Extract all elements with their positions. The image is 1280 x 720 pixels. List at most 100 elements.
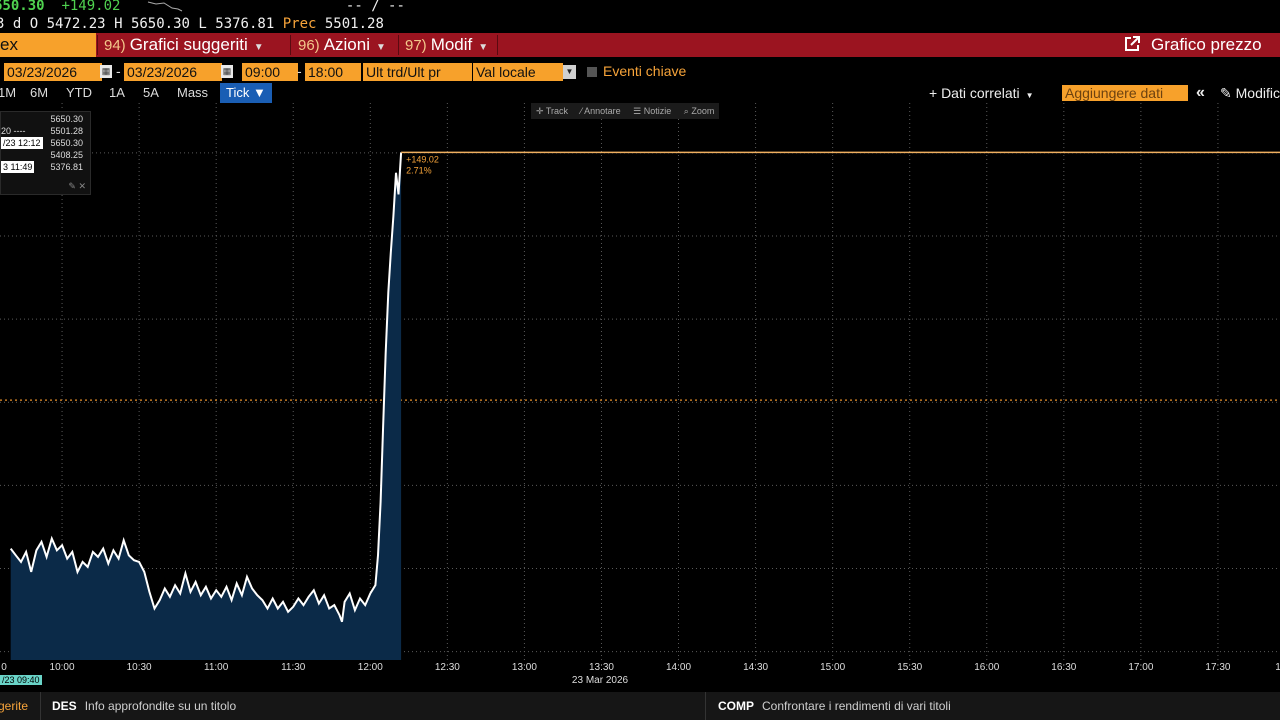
start-time-field[interactable]: 09:00 [242,63,298,81]
edit-label: Modific [1235,85,1280,101]
x-tick-label: 11:30 [281,662,306,673]
des-hint[interactable]: DES Info approfondite su un titolo [52,692,236,720]
annotate-label: Annotare [584,106,621,116]
legend-row: /23 12:12 5650.30 [1,137,89,149]
legend-row: 20 ---- 5501.28 [1,125,89,137]
price-mode-field[interactable]: Ult trd/Ult pr [363,63,472,81]
currency-select[interactable]: Val locale [473,63,563,81]
x-tick-label: 17:00 [1128,662,1154,673]
range-1a[interactable]: 1A [109,85,125,100]
add-data-field[interactable]: Aggiungere dati [1062,85,1188,101]
track-label: Track [545,106,569,116]
menu-actions[interactable]: 96) Azioni ▼ [298,33,386,57]
calendar-icon[interactable]: ▦ [221,65,233,78]
legend-value: 5650.30 [50,138,83,148]
key-events-checkbox[interactable] [587,67,597,77]
bottom-hint-bar: gerite DES Info approfondite su un titolo… [0,692,1280,720]
bid-ask-placeholder: -- / -- [345,0,405,14]
range-6m[interactable]: 6M [30,85,49,100]
low-value: 5376.81 [215,16,275,32]
crosshair-icon: ✛ [536,106,544,116]
comp-hint[interactable]: COMP Confrontare i rendimenti di vari tit… [718,692,951,720]
chart-toolbar: ✛ Track ⁄ Annotare ☰ Notizie ⌕ Zoom [531,103,720,119]
x-tick-label: 10:00 [49,662,75,673]
hover-time-label: /23 09:40 [0,675,42,685]
key-events-label[interactable]: Eventi chiave [603,63,687,79]
calendar-icon[interactable]: ▦ [100,65,112,78]
ticker-field[interactable]: ex [0,33,96,57]
caret-down-icon: ▼ [376,42,386,53]
x-axis: /23 09:40 23 Mar 2026 0 10:00 10:30 11:00 11… [0,662,1280,692]
range-5a[interactable]: 5A [143,85,159,100]
menu-divider [497,35,498,55]
x-tick-label: 15:30 [897,662,923,673]
function-menu-bar: ex 94) Grafici suggeriti ▼ 96) Azioni ▼ 97) M… [0,33,1280,57]
legend-row: 5650.30 [1,113,89,125]
open-value: 5472.23 [46,16,106,32]
range-dash: - [297,63,302,79]
x-tick-label: 12:30 [434,662,460,673]
chevron-down-icon[interactable]: ▼ [563,65,576,79]
menu-label: Azioni [323,35,370,54]
prev-label: Prec [282,16,317,32]
external-link-icon [1123,35,1141,53]
x-tick-label: 1 [1275,662,1280,673]
menu-number: 96) [298,37,320,54]
prev-value: 5501.28 [324,16,384,32]
range-max[interactable]: Mass [177,85,209,100]
menu-label: Modif [430,35,473,54]
start-date-field[interactable]: 03/23/2026 [4,63,102,81]
low-label: L [198,16,207,32]
net-change: +149.02 [61,0,121,14]
x-tick-label: 13:30 [588,662,614,673]
menu-edit[interactable]: 97) Modif ▼ [405,33,488,57]
x-tick-label: 0 [1,662,7,673]
range-selector-bar: 1M 6M YTD 1A 5A Mass Tick ▼ + Dati corre… [0,83,1280,103]
comp-text: Confrontare i rendimenti di vari titoli [762,699,951,713]
x-tick-label: 13:00 [511,662,537,673]
sparkline-icon [146,0,186,12]
comp-key: COMP [718,699,754,713]
change-annotation: +149.02 [406,154,439,164]
x-tick-label: 14:30 [743,662,769,673]
range-tick[interactable]: Tick ▼ [220,83,272,103]
x-tick-label: 16:00 [974,662,1000,673]
legend-tools[interactable]: ✎ ✕ [68,181,86,192]
legend-label: 3 11:49 [1,161,35,173]
end-date-field[interactable]: 03/23/2026 [124,63,222,81]
caret-down-icon: ▼ [478,42,489,53]
legend-value: 5376.81 [50,162,83,172]
news-tool[interactable]: ☰ Notizie [628,103,676,119]
close-icon: ✕ [78,181,86,191]
x-tick-label: 12:00 [357,662,383,673]
pencil-icon: ✎ [68,181,76,191]
pencil-icon: ⁄ [580,106,583,116]
zoom-tool[interactable]: ⌕ Zoom [679,103,720,119]
des-text: Info approfondite su un titolo [84,699,237,713]
suggested-tail[interactable]: gerite [0,699,29,713]
range-ytd[interactable]: YTD [66,85,92,100]
x-tick-label: 16:30 [1051,662,1077,673]
collapse-icon[interactable]: « [1196,84,1205,101]
edit-button[interactable]: ✎ Modific [1220,83,1280,103]
range-1m[interactable]: 1M [0,85,17,100]
x-axis-date-label: 23 Mar 2026 [571,675,629,686]
legend-value: 5650.30 [50,114,83,124]
bottom-divider [705,692,706,720]
period-label: 3 d [0,16,22,32]
related-data-button[interactable]: + Dati correlati ▼ [929,83,1034,103]
price-chart-link[interactable]: Grafico prezzo [1123,33,1262,57]
track-tool[interactable]: ✛ Track [531,103,573,119]
legend-panel[interactable]: 5650.30 20 ---- 5501.28 /23 12:12 5650.30 … [0,111,91,195]
quote-line-1: 650.30 +149.02 -- / -- [0,0,405,14]
menu-suggested-charts[interactable]: 94) Grafici suggeriti ▼ [104,33,264,57]
end-time-field[interactable]: 18:00 [305,63,361,81]
menu-divider [97,35,98,55]
quote-strip: 650.30 +149.02 -- / -- 3 d O 5472.23 H 5… [0,0,1280,33]
annotate-tool[interactable]: ⁄ Annotare [576,103,626,119]
range-dash: - [116,63,121,79]
caret-down-icon: ▼ [253,42,264,53]
menu-label: Grafici suggeriti [129,35,248,54]
price-line [9,152,403,623]
